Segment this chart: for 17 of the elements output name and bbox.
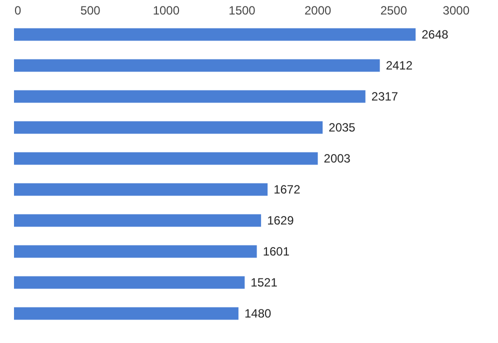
data-label: 1480	[244, 306, 272, 320]
data-label: 1601	[262, 244, 290, 258]
data-label: 2035	[328, 120, 356, 134]
x-tick-label: 2500	[380, 4, 408, 18]
data-label: 1629	[267, 214, 294, 228]
x-tick-label: 3000	[442, 4, 470, 18]
data-label: 2317	[371, 90, 398, 104]
data-label: 2412	[386, 58, 413, 72]
x-tick-label: 0	[14, 4, 22, 18]
data-label: 2003	[324, 152, 351, 166]
x-tick-label: 2000	[304, 4, 332, 18]
data-label: 1521	[250, 276, 278, 290]
x-tick-label: 1000	[152, 4, 180, 18]
x-tick-label: 500	[80, 4, 101, 18]
data-label: 2648	[422, 28, 449, 42]
x-tick-label: 1500	[228, 4, 256, 18]
data-label: 1672	[274, 182, 301, 196]
